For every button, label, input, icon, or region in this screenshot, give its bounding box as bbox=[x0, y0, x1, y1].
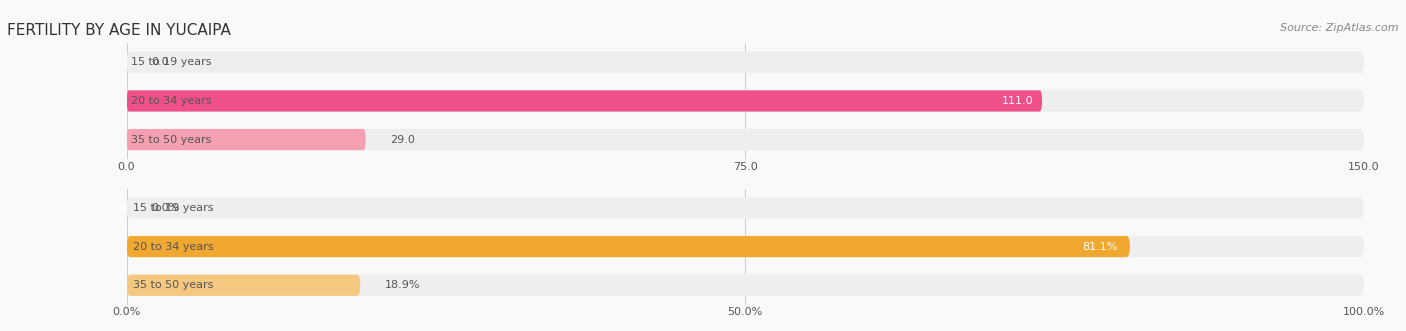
FancyBboxPatch shape bbox=[127, 275, 1364, 296]
FancyBboxPatch shape bbox=[127, 197, 1364, 218]
FancyBboxPatch shape bbox=[127, 90, 1364, 112]
Text: 20 to 34 years: 20 to 34 years bbox=[132, 242, 214, 252]
Text: 35 to 50 years: 35 to 50 years bbox=[131, 135, 211, 145]
Text: 15 to 19 years: 15 to 19 years bbox=[132, 203, 214, 213]
Text: 35 to 50 years: 35 to 50 years bbox=[132, 280, 214, 290]
FancyBboxPatch shape bbox=[127, 236, 1130, 257]
Text: 18.9%: 18.9% bbox=[385, 280, 420, 290]
Text: 29.0: 29.0 bbox=[391, 135, 415, 145]
FancyBboxPatch shape bbox=[127, 236, 1364, 257]
Text: 0.0: 0.0 bbox=[152, 57, 169, 67]
Text: 20 to 34 years: 20 to 34 years bbox=[131, 96, 211, 106]
Text: 81.1%: 81.1% bbox=[1083, 242, 1118, 252]
FancyBboxPatch shape bbox=[127, 129, 1364, 150]
Text: Source: ZipAtlas.com: Source: ZipAtlas.com bbox=[1281, 23, 1399, 33]
Text: 111.0: 111.0 bbox=[1002, 96, 1033, 106]
Text: 15 to 19 years: 15 to 19 years bbox=[131, 57, 211, 67]
FancyBboxPatch shape bbox=[127, 275, 360, 296]
FancyBboxPatch shape bbox=[127, 52, 1364, 73]
Text: 0.0%: 0.0% bbox=[152, 203, 180, 213]
FancyBboxPatch shape bbox=[127, 129, 366, 150]
FancyBboxPatch shape bbox=[127, 90, 1042, 112]
Text: FERTILITY BY AGE IN YUCAIPA: FERTILITY BY AGE IN YUCAIPA bbox=[7, 23, 231, 38]
